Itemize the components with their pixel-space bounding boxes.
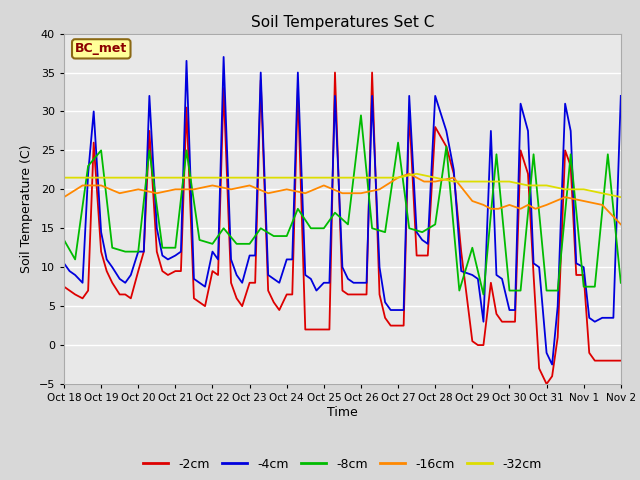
Y-axis label: Soil Temperature (C): Soil Temperature (C) — [20, 144, 33, 273]
X-axis label: Time: Time — [327, 406, 358, 419]
Text: BC_met: BC_met — [75, 42, 127, 55]
Legend: -2cm, -4cm, -8cm, -16cm, -32cm: -2cm, -4cm, -8cm, -16cm, -32cm — [138, 453, 547, 476]
Title: Soil Temperatures Set C: Soil Temperatures Set C — [251, 15, 434, 30]
